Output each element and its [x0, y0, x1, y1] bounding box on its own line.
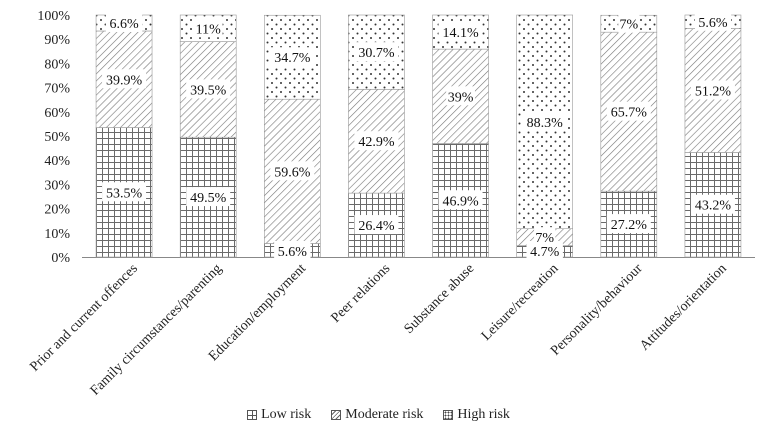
data-label: 27.2% — [611, 218, 648, 233]
data-label: 88.3% — [527, 116, 564, 131]
legend-label-high: High risk — [457, 407, 510, 422]
legend: Low risk Moderate risk High risk — [0, 407, 757, 423]
data-label-background — [270, 47, 315, 67]
data-label-background — [694, 11, 732, 31]
data-label: 5.6% — [698, 16, 728, 31]
data-label: 51.2% — [695, 85, 732, 100]
data-label-background — [618, 13, 640, 33]
data-label: 5.6% — [278, 245, 308, 260]
data-label: 34.7% — [274, 51, 311, 66]
x-tick-label: Education/employment — [206, 261, 309, 364]
data-label: 4.7% — [530, 245, 560, 260]
data-label-background — [522, 111, 567, 131]
data-label-background — [438, 190, 483, 210]
y-axis: 0% 10% 20% 30% 40% 50% 60% 70% 80% 90% 100% — [37, 9, 755, 266]
data-label: 26.4% — [358, 219, 395, 234]
data-label-background — [354, 215, 399, 235]
data-label-background — [534, 227, 556, 247]
data-label-background — [690, 80, 735, 100]
data-label-background — [446, 86, 475, 106]
data-label-background — [690, 194, 735, 214]
data-label-background — [606, 214, 651, 234]
x-tick-label: Leisure/recreation — [479, 261, 562, 344]
y-tick-label: 50% — [44, 130, 70, 145]
data-label: 46.9% — [442, 194, 479, 209]
data-label: 6.6% — [109, 17, 139, 32]
x-tick-label: Substance abuse — [402, 261, 478, 337]
data-label-background — [105, 12, 143, 32]
x-tick-label: Personality/behaviour — [548, 261, 646, 359]
data-label-background — [186, 79, 231, 99]
data-label: 39.5% — [190, 83, 227, 98]
data-label-background — [274, 241, 311, 260]
high-risk-swatch-icon — [443, 410, 454, 420]
data-label: 59.6% — [274, 165, 311, 180]
moderate-risk-swatch-icon — [331, 410, 342, 420]
data-label: 53.5% — [106, 186, 143, 201]
data-label: 7% — [619, 18, 638, 33]
data-label-background — [102, 69, 147, 89]
legend-label-low: Low risk — [261, 407, 312, 422]
data-label: 39% — [448, 90, 474, 105]
data-label-background — [186, 187, 231, 207]
data-label-background — [438, 22, 483, 42]
x-tick-label: Peer relations — [328, 261, 393, 326]
y-tick-label: 10% — [44, 227, 70, 242]
legend-item-moderate-risk: Moderate risk — [331, 407, 423, 423]
labels-layer: 53.5% 39.9% 6.6% 49.5% 39.5% 11% 5.6% 59.6% 34.7… — [102, 11, 735, 260]
data-label: 7% — [535, 231, 554, 246]
y-tick-label: 70% — [44, 82, 70, 97]
x-tick-label: Attitudes/orientation — [637, 261, 730, 354]
data-label-background — [193, 18, 223, 38]
legend-label-moderate: Moderate risk — [345, 407, 424, 422]
data-label-background — [354, 42, 399, 62]
y-tick-label: 60% — [44, 106, 70, 121]
data-label: 49.5% — [190, 191, 227, 206]
y-tick-label: 30% — [44, 178, 70, 193]
y-tick-label: 100% — [37, 9, 70, 24]
data-label: 65.7% — [611, 106, 648, 121]
low-risk-swatch-icon — [247, 410, 258, 420]
y-tick-label: 80% — [44, 57, 70, 72]
data-label-background — [354, 131, 399, 151]
y-tick-label: 40% — [44, 154, 70, 169]
data-label: 11% — [196, 22, 221, 37]
data-label: 43.2% — [695, 199, 732, 214]
data-label: 30.7% — [358, 46, 395, 61]
y-tick-label: 0% — [51, 251, 70, 266]
data-label-background — [606, 101, 651, 121]
data-label-background — [102, 182, 147, 202]
data-label-background — [270, 161, 315, 181]
data-label: 42.9% — [358, 135, 395, 150]
x-tick-label: Family circumstances/parenting — [88, 261, 225, 398]
data-label: 39.9% — [106, 73, 143, 88]
legend-item-high-risk: High risk — [443, 407, 510, 423]
y-tick-label: 20% — [44, 203, 70, 218]
legend-item-low-risk: Low risk — [247, 407, 311, 423]
y-tick-label: 90% — [44, 33, 70, 48]
data-label: 14.1% — [442, 26, 479, 41]
